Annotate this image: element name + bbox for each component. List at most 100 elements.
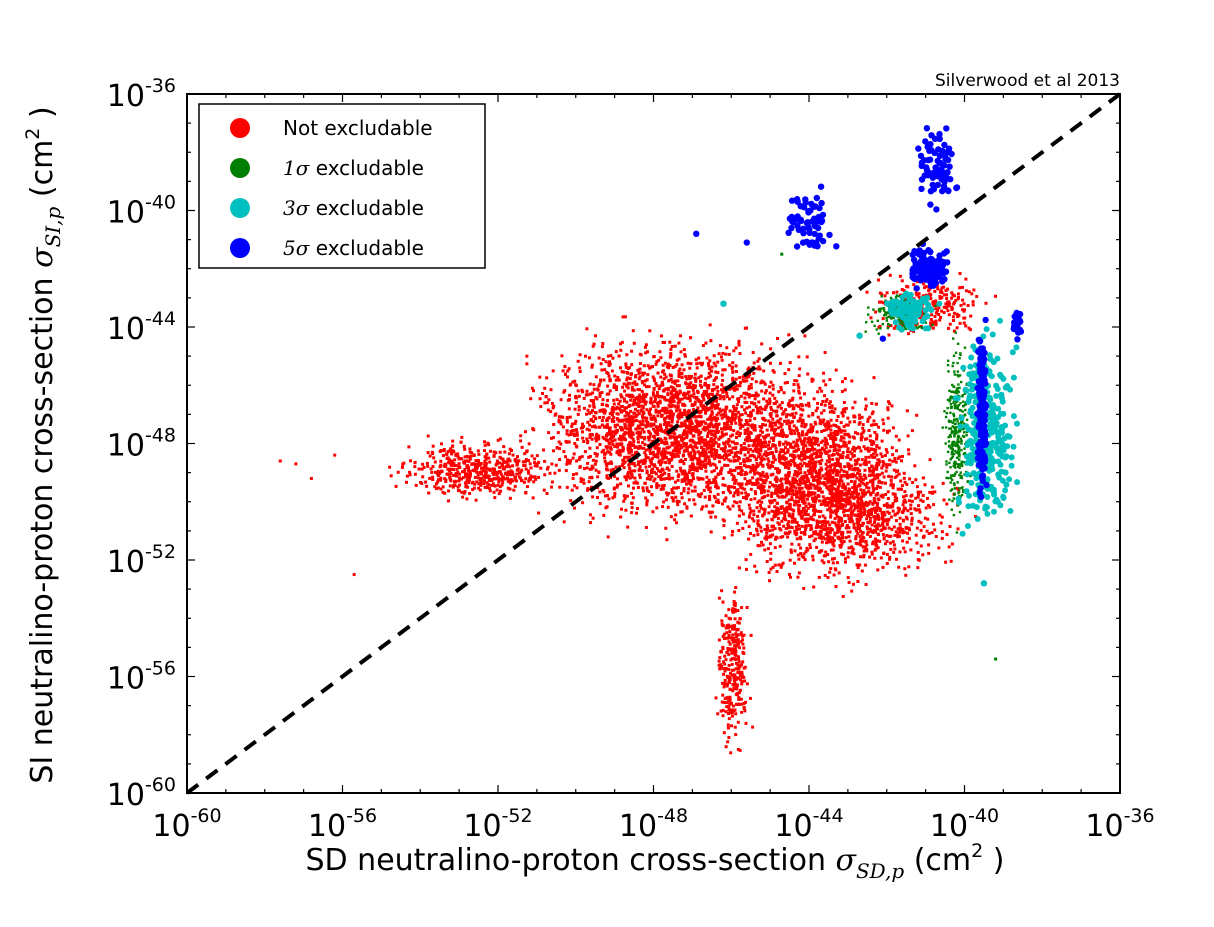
data-point — [682, 462, 686, 466]
data-point — [856, 497, 860, 501]
data-point — [467, 478, 471, 482]
data-point — [621, 315, 625, 319]
data-point — [700, 440, 704, 444]
data-point — [824, 446, 828, 450]
data-point — [614, 378, 618, 382]
data-point — [737, 466, 740, 469]
data-point — [692, 408, 696, 412]
data-point — [864, 404, 868, 408]
data-point — [659, 473, 663, 477]
data-point — [891, 486, 895, 490]
data-point — [684, 430, 688, 434]
data-point — [827, 421, 831, 425]
data-point — [705, 446, 709, 450]
data-point — [739, 394, 743, 398]
data-point — [639, 395, 643, 399]
data-point — [633, 476, 637, 480]
data-point — [557, 440, 561, 444]
data-point — [475, 464, 479, 468]
data-point — [720, 456, 724, 460]
data-point — [812, 483, 816, 487]
data-point — [600, 391, 604, 394]
data-point — [705, 441, 709, 445]
data-point — [905, 482, 909, 486]
data-point — [711, 392, 714, 396]
data-point — [794, 501, 798, 505]
data-point — [506, 486, 510, 490]
data-point — [856, 566, 860, 569]
data-point — [828, 506, 832, 510]
data-point — [881, 464, 885, 468]
data-point — [617, 407, 621, 410]
data-point — [714, 451, 718, 455]
data-point — [789, 404, 793, 408]
data-point — [813, 491, 817, 495]
data-point — [619, 443, 622, 447]
data-point — [808, 505, 812, 508]
data-point — [433, 485, 437, 489]
data-point — [645, 477, 649, 481]
data-point — [740, 413, 744, 417]
data-point — [729, 636, 733, 640]
data-point — [762, 457, 766, 461]
data-point — [550, 402, 554, 405]
data-point — [477, 486, 481, 490]
data-point — [589, 392, 593, 396]
data-point — [605, 467, 608, 471]
data-point — [812, 397, 816, 401]
data-point — [769, 361, 772, 365]
data-point — [849, 457, 853, 461]
data-point — [731, 689, 735, 693]
data-point — [809, 493, 813, 497]
data-point — [771, 383, 775, 387]
data-point — [721, 714, 725, 718]
data-point — [704, 405, 708, 409]
data-point — [801, 408, 805, 412]
data-point — [796, 575, 800, 579]
data-point — [910, 429, 914, 433]
data-point — [748, 454, 752, 458]
data-point — [789, 575, 792, 579]
data-point — [612, 419, 616, 423]
data-point — [503, 450, 507, 454]
data-point — [775, 510, 779, 513]
data-point — [841, 454, 845, 458]
data-point — [394, 484, 398, 488]
data-point — [747, 395, 751, 399]
data-point — [496, 483, 500, 487]
data-point — [716, 486, 720, 490]
data-point — [710, 369, 714, 373]
data-point — [612, 383, 616, 387]
data-point — [756, 514, 760, 518]
data-point — [725, 392, 729, 396]
data-point — [649, 458, 653, 462]
data-point — [651, 450, 655, 454]
data-point — [641, 406, 645, 410]
data-point — [625, 378, 629, 382]
data-point — [656, 401, 659, 405]
data-point — [892, 483, 895, 487]
data-point — [605, 464, 609, 468]
data-point — [812, 479, 815, 482]
data-point — [763, 536, 767, 540]
data-point — [751, 449, 755, 453]
data-point — [785, 474, 789, 478]
data-point — [839, 465, 843, 469]
data-point — [463, 481, 467, 485]
data-point — [485, 467, 489, 471]
data-point — [698, 463, 702, 467]
data-point — [539, 405, 543, 409]
data-point — [558, 485, 562, 489]
data-point — [698, 454, 702, 458]
data-point — [741, 378, 745, 382]
data-point — [605, 423, 609, 427]
data-point — [502, 459, 506, 463]
data-point — [739, 451, 743, 455]
data-point — [895, 474, 899, 478]
data-point — [705, 475, 709, 479]
data-point — [620, 370, 624, 374]
data-point — [426, 451, 430, 455]
data-point — [846, 423, 850, 427]
data-point — [807, 523, 811, 527]
data-point — [772, 370, 776, 374]
